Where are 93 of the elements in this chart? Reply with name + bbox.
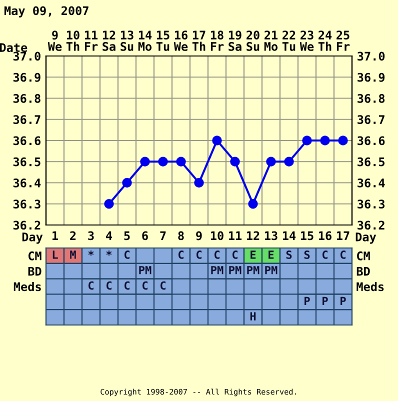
x-tick-label: 12 Sa (102, 30, 116, 51)
x-tick-label: 13 Su (120, 30, 134, 51)
y-tick-label: 37.0 (13, 52, 40, 61)
point (302, 136, 312, 146)
x-axis-title: Date (0, 43, 28, 52)
y-tick-label: 36.6 (13, 136, 40, 146)
text: H (250, 312, 256, 320)
y-tick-label: CM (357, 251, 370, 260)
x-tick-label: 11 (228, 231, 242, 240)
point (158, 156, 168, 166)
text: C (196, 250, 202, 259)
x-tick-label: 21 Mo (264, 30, 278, 51)
y-tick-label: 36.9 (13, 72, 40, 82)
x-tick-label: 11 Fr (84, 30, 98, 51)
text: E (250, 250, 256, 259)
text: C (232, 250, 238, 259)
x-tick-label: 13 (264, 231, 278, 240)
text: E (268, 250, 274, 259)
text: PM (211, 266, 224, 274)
text: * (88, 250, 94, 256)
x-tick-label: 14 Mo (138, 30, 152, 51)
point (230, 156, 240, 166)
x-axis-title: Day (22, 232, 43, 244)
x-tick-label: 14 (282, 231, 296, 240)
y-tick-label: 36.2 (13, 220, 40, 230)
text: C (142, 281, 148, 290)
text: C (106, 281, 112, 290)
text: Day (356, 232, 376, 244)
y-tick-label: BD (356, 266, 370, 276)
text: PM (247, 266, 260, 274)
y-tick-label: 36.8 (13, 94, 40, 103)
text: C (178, 250, 184, 259)
x-tick-label: 16 (318, 231, 332, 240)
point (212, 136, 222, 146)
text: C (124, 281, 130, 290)
text: P (304, 296, 310, 305)
point (338, 136, 348, 146)
x-tick-label: 6 (142, 231, 148, 240)
x-tick-label: 5 (124, 231, 130, 240)
x-tick-label: 3 (88, 231, 94, 240)
y-tick-label: 36.5 (13, 157, 40, 166)
x-tick-label: 17 Th (192, 30, 206, 51)
point (194, 178, 204, 188)
x-tick-label: 15 Tu (156, 30, 170, 51)
x-tick-label: 23 We (300, 30, 314, 51)
point (320, 136, 330, 146)
text: C (160, 281, 166, 290)
x-tick-label: 4 (106, 231, 112, 240)
y-tick-label: 36.7 (13, 115, 40, 124)
text: P (322, 296, 328, 305)
x-tick-label: 10 (210, 231, 224, 240)
text: C (340, 250, 346, 259)
x-tick-label: 24 Th (318, 30, 332, 51)
x-tick-label: 8 (178, 231, 184, 240)
point (122, 178, 132, 188)
point (140, 156, 150, 166)
x-tick-label: 18 Fr (210, 30, 224, 51)
text: * (106, 250, 112, 256)
text: C (214, 250, 220, 259)
x-tick-label: 2 (70, 231, 76, 240)
x-tick-label: 16 We (174, 30, 188, 51)
x-tick-label: 9 (196, 231, 202, 240)
x-tick-label: 10 Th (66, 30, 80, 51)
x-tick-label: 15 (300, 231, 314, 240)
x-tick-label: 12 (246, 231, 260, 240)
text: C (124, 250, 130, 259)
text: M (70, 250, 76, 259)
chart-title: May 09, 2007 (4, 6, 88, 18)
text: C (88, 281, 94, 290)
y-tick-label: Meds (356, 282, 384, 292)
y-tick-label: 36.4 (13, 178, 41, 188)
text: C (322, 250, 328, 259)
point (176, 156, 186, 166)
x-tick-label: 1 (52, 231, 58, 240)
text: L (52, 250, 58, 259)
point (248, 199, 258, 209)
x-tick-label: 7 (160, 231, 166, 240)
x-tick-label: 9 We (48, 30, 62, 51)
x-tick-label: 19 Sa (228, 30, 242, 51)
point (104, 199, 114, 209)
text: PM (265, 266, 278, 274)
text: PM (139, 266, 152, 274)
text: PM (229, 266, 242, 274)
x-tick-label: 20 Su (246, 30, 260, 51)
point (266, 156, 276, 166)
point (284, 156, 294, 166)
x-tick-label: 22 Tu (282, 30, 296, 51)
x-tick-label: 25 Fr (336, 30, 350, 51)
text: S (286, 250, 292, 259)
x-tick-label: 17 (336, 231, 350, 240)
text: P (340, 296, 346, 305)
y-tick-label: 36.3 (13, 200, 40, 209)
text: S (304, 250, 310, 259)
